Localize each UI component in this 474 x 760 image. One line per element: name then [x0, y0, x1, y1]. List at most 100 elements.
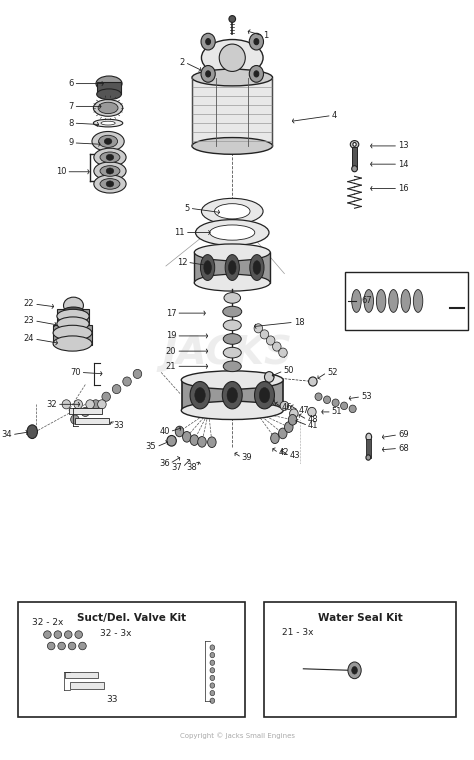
Ellipse shape [102, 392, 110, 401]
Text: 14: 14 [398, 160, 409, 169]
Text: 32 - 3x: 32 - 3x [100, 629, 131, 638]
Ellipse shape [64, 297, 83, 314]
Text: 43: 43 [289, 451, 300, 461]
Ellipse shape [364, 290, 374, 312]
Bar [65, 672, 98, 678]
Ellipse shape [259, 388, 270, 403]
Ellipse shape [210, 644, 215, 650]
Ellipse shape [100, 152, 120, 163]
Text: 40: 40 [159, 427, 170, 436]
Ellipse shape [53, 336, 92, 351]
Ellipse shape [228, 261, 236, 274]
Text: 9: 9 [68, 138, 73, 147]
Ellipse shape [104, 138, 112, 144]
Text: 5: 5 [184, 204, 190, 213]
Ellipse shape [279, 348, 287, 357]
Text: 48: 48 [307, 415, 318, 424]
Ellipse shape [210, 652, 215, 657]
Text: 34: 34 [1, 430, 12, 439]
Ellipse shape [182, 432, 191, 442]
Ellipse shape [309, 377, 317, 386]
Ellipse shape [64, 631, 72, 638]
Text: 38: 38 [186, 463, 197, 472]
Text: 12: 12 [177, 258, 187, 267]
Ellipse shape [71, 415, 79, 424]
Bar [352, 147, 357, 169]
Bar [75, 418, 109, 424]
Ellipse shape [210, 690, 215, 696]
Ellipse shape [91, 400, 100, 409]
Text: 51: 51 [332, 407, 342, 416]
Ellipse shape [210, 682, 215, 689]
Text: 7: 7 [68, 102, 73, 111]
Ellipse shape [81, 407, 90, 416]
Ellipse shape [352, 166, 357, 172]
Ellipse shape [279, 428, 287, 439]
Ellipse shape [192, 69, 273, 86]
Ellipse shape [101, 122, 115, 125]
Text: 22: 22 [24, 299, 34, 309]
Ellipse shape [223, 306, 242, 317]
Text: JACKS: JACKS [163, 334, 292, 372]
Ellipse shape [94, 148, 126, 166]
Ellipse shape [349, 405, 356, 413]
Ellipse shape [190, 435, 199, 445]
Ellipse shape [190, 382, 210, 409]
Ellipse shape [57, 317, 89, 331]
Ellipse shape [100, 166, 120, 176]
Ellipse shape [413, 290, 423, 312]
Ellipse shape [254, 71, 259, 77]
Ellipse shape [254, 39, 259, 45]
Text: 53: 53 [361, 392, 372, 401]
Ellipse shape [195, 220, 269, 245]
FancyBboxPatch shape [345, 272, 468, 330]
Ellipse shape [219, 44, 246, 71]
Ellipse shape [280, 401, 289, 410]
Ellipse shape [255, 382, 274, 409]
Ellipse shape [223, 320, 241, 331]
Ellipse shape [266, 336, 275, 345]
Text: 32: 32 [46, 400, 57, 409]
Ellipse shape [389, 290, 398, 312]
Ellipse shape [201, 40, 263, 76]
Ellipse shape [123, 377, 131, 386]
Ellipse shape [198, 436, 206, 447]
Ellipse shape [249, 33, 264, 50]
Ellipse shape [57, 309, 89, 323]
Text: 33: 33 [107, 695, 118, 705]
Text: 23: 23 [24, 316, 34, 325]
Bar [69, 408, 102, 414]
Ellipse shape [214, 204, 250, 219]
Ellipse shape [223, 347, 241, 358]
Text: 39: 39 [242, 453, 252, 462]
Text: 2: 2 [180, 58, 185, 67]
Ellipse shape [195, 388, 205, 403]
Ellipse shape [290, 409, 298, 418]
Text: 50: 50 [283, 366, 294, 375]
Text: 32 - 2x: 32 - 2x [32, 618, 64, 627]
Ellipse shape [92, 131, 124, 151]
Text: 41: 41 [308, 421, 319, 430]
Ellipse shape [348, 662, 361, 679]
Ellipse shape [210, 660, 215, 666]
Text: Suct/Del. Valve Kit: Suct/Del. Valve Kit [77, 613, 186, 622]
Ellipse shape [94, 162, 126, 180]
Ellipse shape [64, 307, 83, 315]
Ellipse shape [223, 334, 241, 344]
Ellipse shape [352, 290, 361, 312]
Text: 20: 20 [166, 347, 176, 356]
Ellipse shape [273, 342, 281, 351]
Ellipse shape [253, 261, 261, 274]
Ellipse shape [366, 454, 371, 461]
Ellipse shape [167, 435, 176, 446]
Ellipse shape [93, 119, 123, 127]
Ellipse shape [223, 361, 241, 372]
Ellipse shape [208, 437, 216, 448]
Text: 42: 42 [279, 448, 289, 458]
Text: 67: 67 [361, 296, 372, 306]
Ellipse shape [181, 401, 283, 420]
Ellipse shape [264, 372, 274, 382]
Ellipse shape [47, 642, 55, 650]
Ellipse shape [271, 433, 279, 444]
Ellipse shape [74, 400, 82, 409]
